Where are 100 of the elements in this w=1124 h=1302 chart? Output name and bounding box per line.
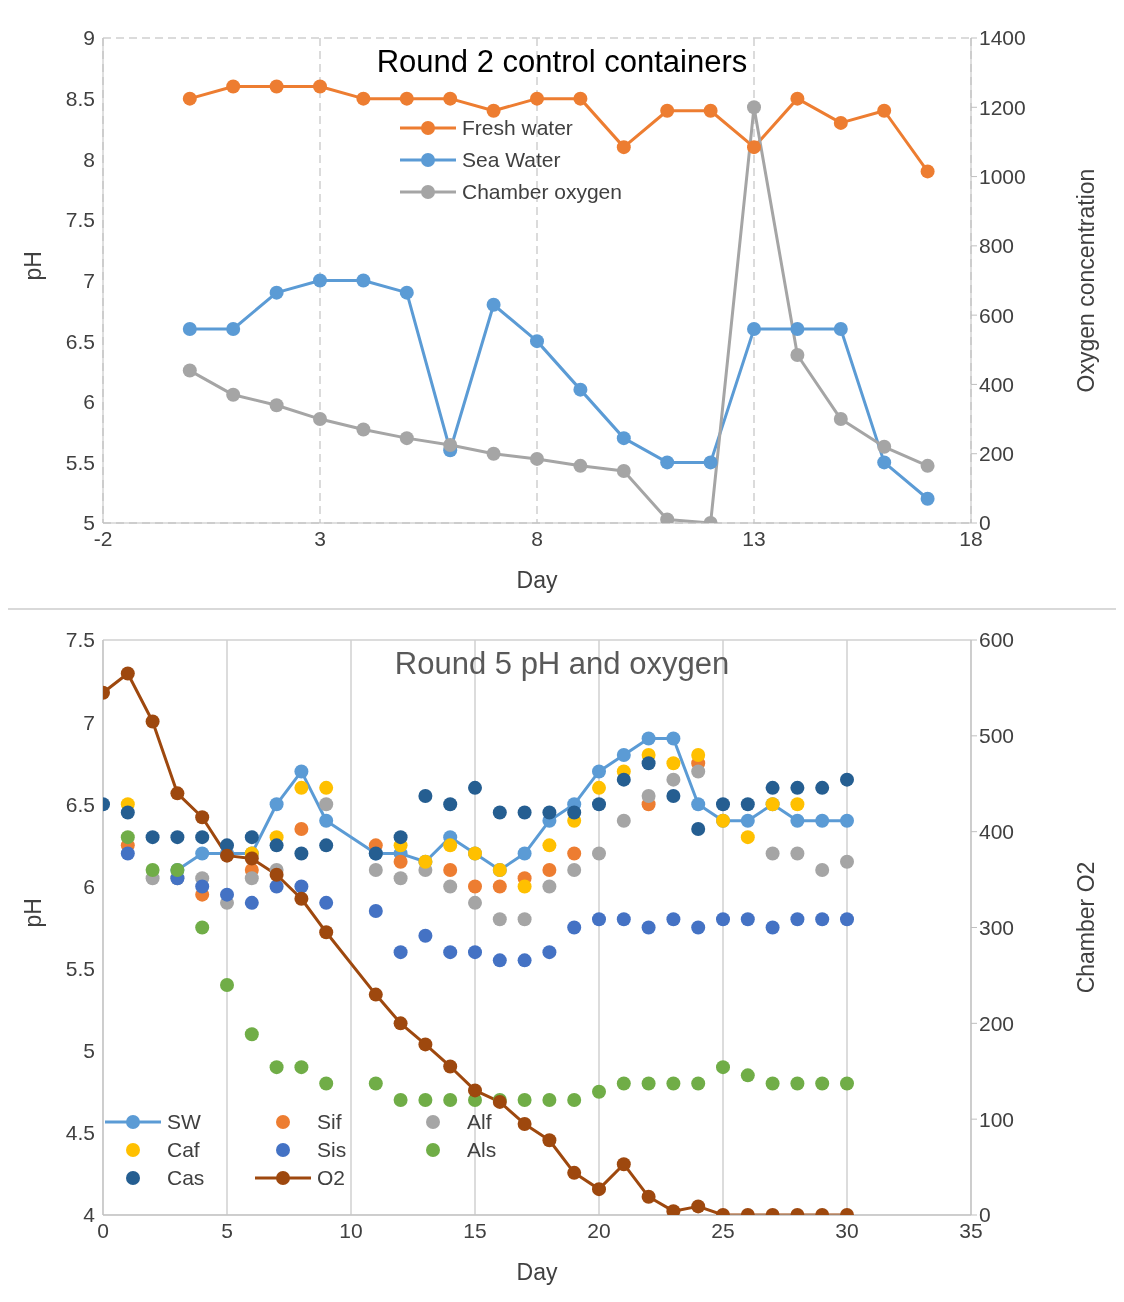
point <box>573 91 588 106</box>
y-tick-label: 4 <box>83 1203 96 1227</box>
point <box>294 821 309 836</box>
point <box>765 846 780 861</box>
legend-label: Chamber oxygen <box>462 180 622 204</box>
point <box>542 945 557 960</box>
point <box>666 789 681 804</box>
point <box>840 772 854 787</box>
y-tick-label: 5.5 <box>65 957 95 981</box>
point <box>486 103 501 118</box>
y2-tick-label: 600 <box>979 303 1015 327</box>
point <box>703 103 718 118</box>
point <box>120 666 135 681</box>
point <box>368 987 383 1002</box>
y-tick-label: 6.5 <box>65 329 95 353</box>
point <box>319 1076 334 1091</box>
y2-tick-label: 1000 <box>979 165 1026 189</box>
point <box>517 1116 532 1131</box>
point <box>443 1093 458 1107</box>
point <box>418 789 433 804</box>
legend-label: Sea Water <box>462 148 561 172</box>
legend-label: O2 <box>317 1166 346 1190</box>
point <box>691 821 706 836</box>
point <box>356 273 371 288</box>
point <box>567 863 582 877</box>
point <box>269 838 284 853</box>
point <box>542 838 557 853</box>
point <box>920 164 935 179</box>
point <box>269 285 284 300</box>
point <box>716 912 730 927</box>
point <box>641 1189 656 1204</box>
point <box>393 945 408 960</box>
point <box>269 867 284 882</box>
point <box>920 491 935 506</box>
point <box>641 1076 656 1091</box>
point <box>120 830 135 845</box>
point <box>269 797 284 812</box>
point <box>616 1157 631 1172</box>
point <box>418 928 433 943</box>
point <box>747 100 761 115</box>
point <box>666 756 681 771</box>
point <box>641 731 656 746</box>
point <box>815 863 830 877</box>
legend-label: Fresh water <box>462 116 573 140</box>
point <box>573 382 588 397</box>
y2-tick-label: 600 <box>979 628 1015 652</box>
y2-tick-label: 200 <box>979 442 1015 466</box>
point <box>765 920 780 935</box>
point <box>592 764 606 779</box>
point <box>790 780 805 795</box>
point <box>691 920 706 935</box>
point <box>691 1076 706 1091</box>
point <box>393 871 408 886</box>
point <box>294 764 309 779</box>
point <box>740 797 755 812</box>
point <box>294 846 309 861</box>
point <box>616 912 631 927</box>
x-tick-label: 3 <box>314 526 326 550</box>
point <box>567 846 582 861</box>
x-axis-title: Day <box>516 1259 558 1285</box>
legend-label: Als <box>467 1138 497 1162</box>
point <box>269 398 284 413</box>
point <box>393 854 408 869</box>
point <box>313 79 327 94</box>
point <box>790 797 805 812</box>
legend-label: Alf <box>467 1110 492 1134</box>
point <box>294 879 309 894</box>
legend-label: Sis <box>317 1138 347 1162</box>
point <box>765 780 780 795</box>
x-tick-label: 5 <box>221 1218 233 1242</box>
point <box>443 797 458 812</box>
point <box>492 912 507 927</box>
point <box>592 1182 606 1197</box>
point <box>840 813 854 828</box>
point <box>616 140 631 155</box>
point <box>468 945 482 960</box>
point <box>468 879 482 894</box>
y2-axis-title: Oxygen concentration <box>1073 168 1100 393</box>
y-axis-title: pH <box>20 898 47 928</box>
y-tick-label: 5 <box>83 511 95 535</box>
point <box>833 322 848 336</box>
point <box>877 439 892 454</box>
point <box>815 780 830 795</box>
y-tick-label: 7.5 <box>65 208 95 232</box>
point <box>145 714 160 729</box>
point <box>666 731 681 746</box>
y2-tick-label: 500 <box>979 724 1015 748</box>
point <box>542 1093 557 1107</box>
point <box>269 879 284 894</box>
point <box>244 895 259 910</box>
point <box>716 1060 730 1075</box>
y2-axis-title: Chamber O2 <box>1073 861 1100 994</box>
point <box>592 912 606 927</box>
point <box>195 846 210 861</box>
point <box>486 297 501 312</box>
point <box>319 895 334 910</box>
point <box>691 748 706 762</box>
y-tick-label: 7 <box>83 268 95 292</box>
point <box>195 920 210 935</box>
point <box>567 1165 582 1180</box>
